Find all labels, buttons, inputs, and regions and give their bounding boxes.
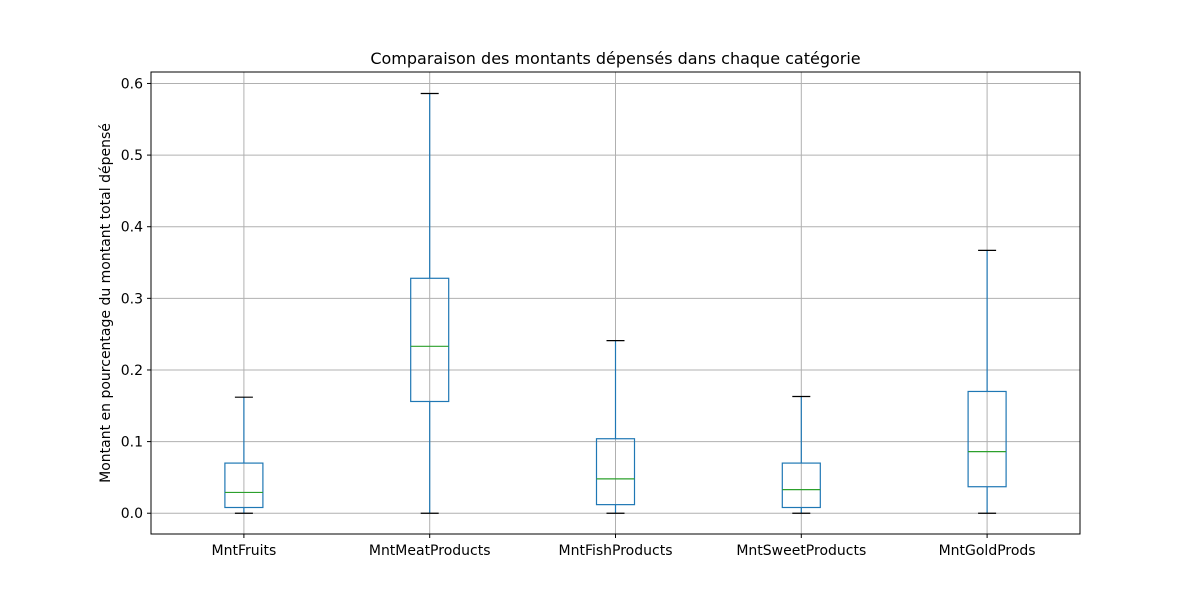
x-tick-label: MntFruits — [212, 543, 277, 559]
x-tick-label: MntSweetProducts — [736, 543, 866, 559]
iqr-box — [410, 277, 450, 403]
boxes — [224, 92, 1007, 514]
iqr-box — [967, 390, 1007, 488]
box-MntGoldProds — [967, 249, 1007, 514]
box-MntSweetProducts — [781, 395, 821, 514]
box-MntMeatProducts — [410, 92, 450, 514]
box-MntFishProducts — [595, 340, 636, 514]
x-tick-label: MntGoldProds — [939, 543, 1036, 559]
y-tick-label: 0.1 — [121, 435, 143, 451]
ticks: 0.0 0.1 0.2 0.3 0.4 0.5 0.6 MntFruits MntMeatPro… — [121, 76, 1036, 559]
y-tick-label: 0.5 — [121, 148, 143, 164]
y-tick-label: 0.0 — [121, 506, 143, 522]
y-tick-label: 0.4 — [121, 220, 143, 236]
y-tick-label: 0.2 — [121, 363, 143, 379]
x-tick-label: MntMeatProducts — [369, 543, 491, 559]
box-MntFruits — [224, 396, 264, 514]
iqr-box — [224, 462, 264, 509]
y-tick-label: 0.6 — [121, 76, 143, 92]
iqr-box — [781, 462, 821, 509]
x-tick-label: MntFishProducts — [559, 543, 673, 559]
grid — [151, 72, 1080, 534]
chart-title: Comparaison des montants dépensés dans c… — [370, 49, 860, 68]
iqr-box — [595, 438, 636, 506]
y-axis-label: Montant en pourcentage du montant total … — [98, 123, 114, 483]
y-tick-label: 0.3 — [121, 291, 143, 307]
